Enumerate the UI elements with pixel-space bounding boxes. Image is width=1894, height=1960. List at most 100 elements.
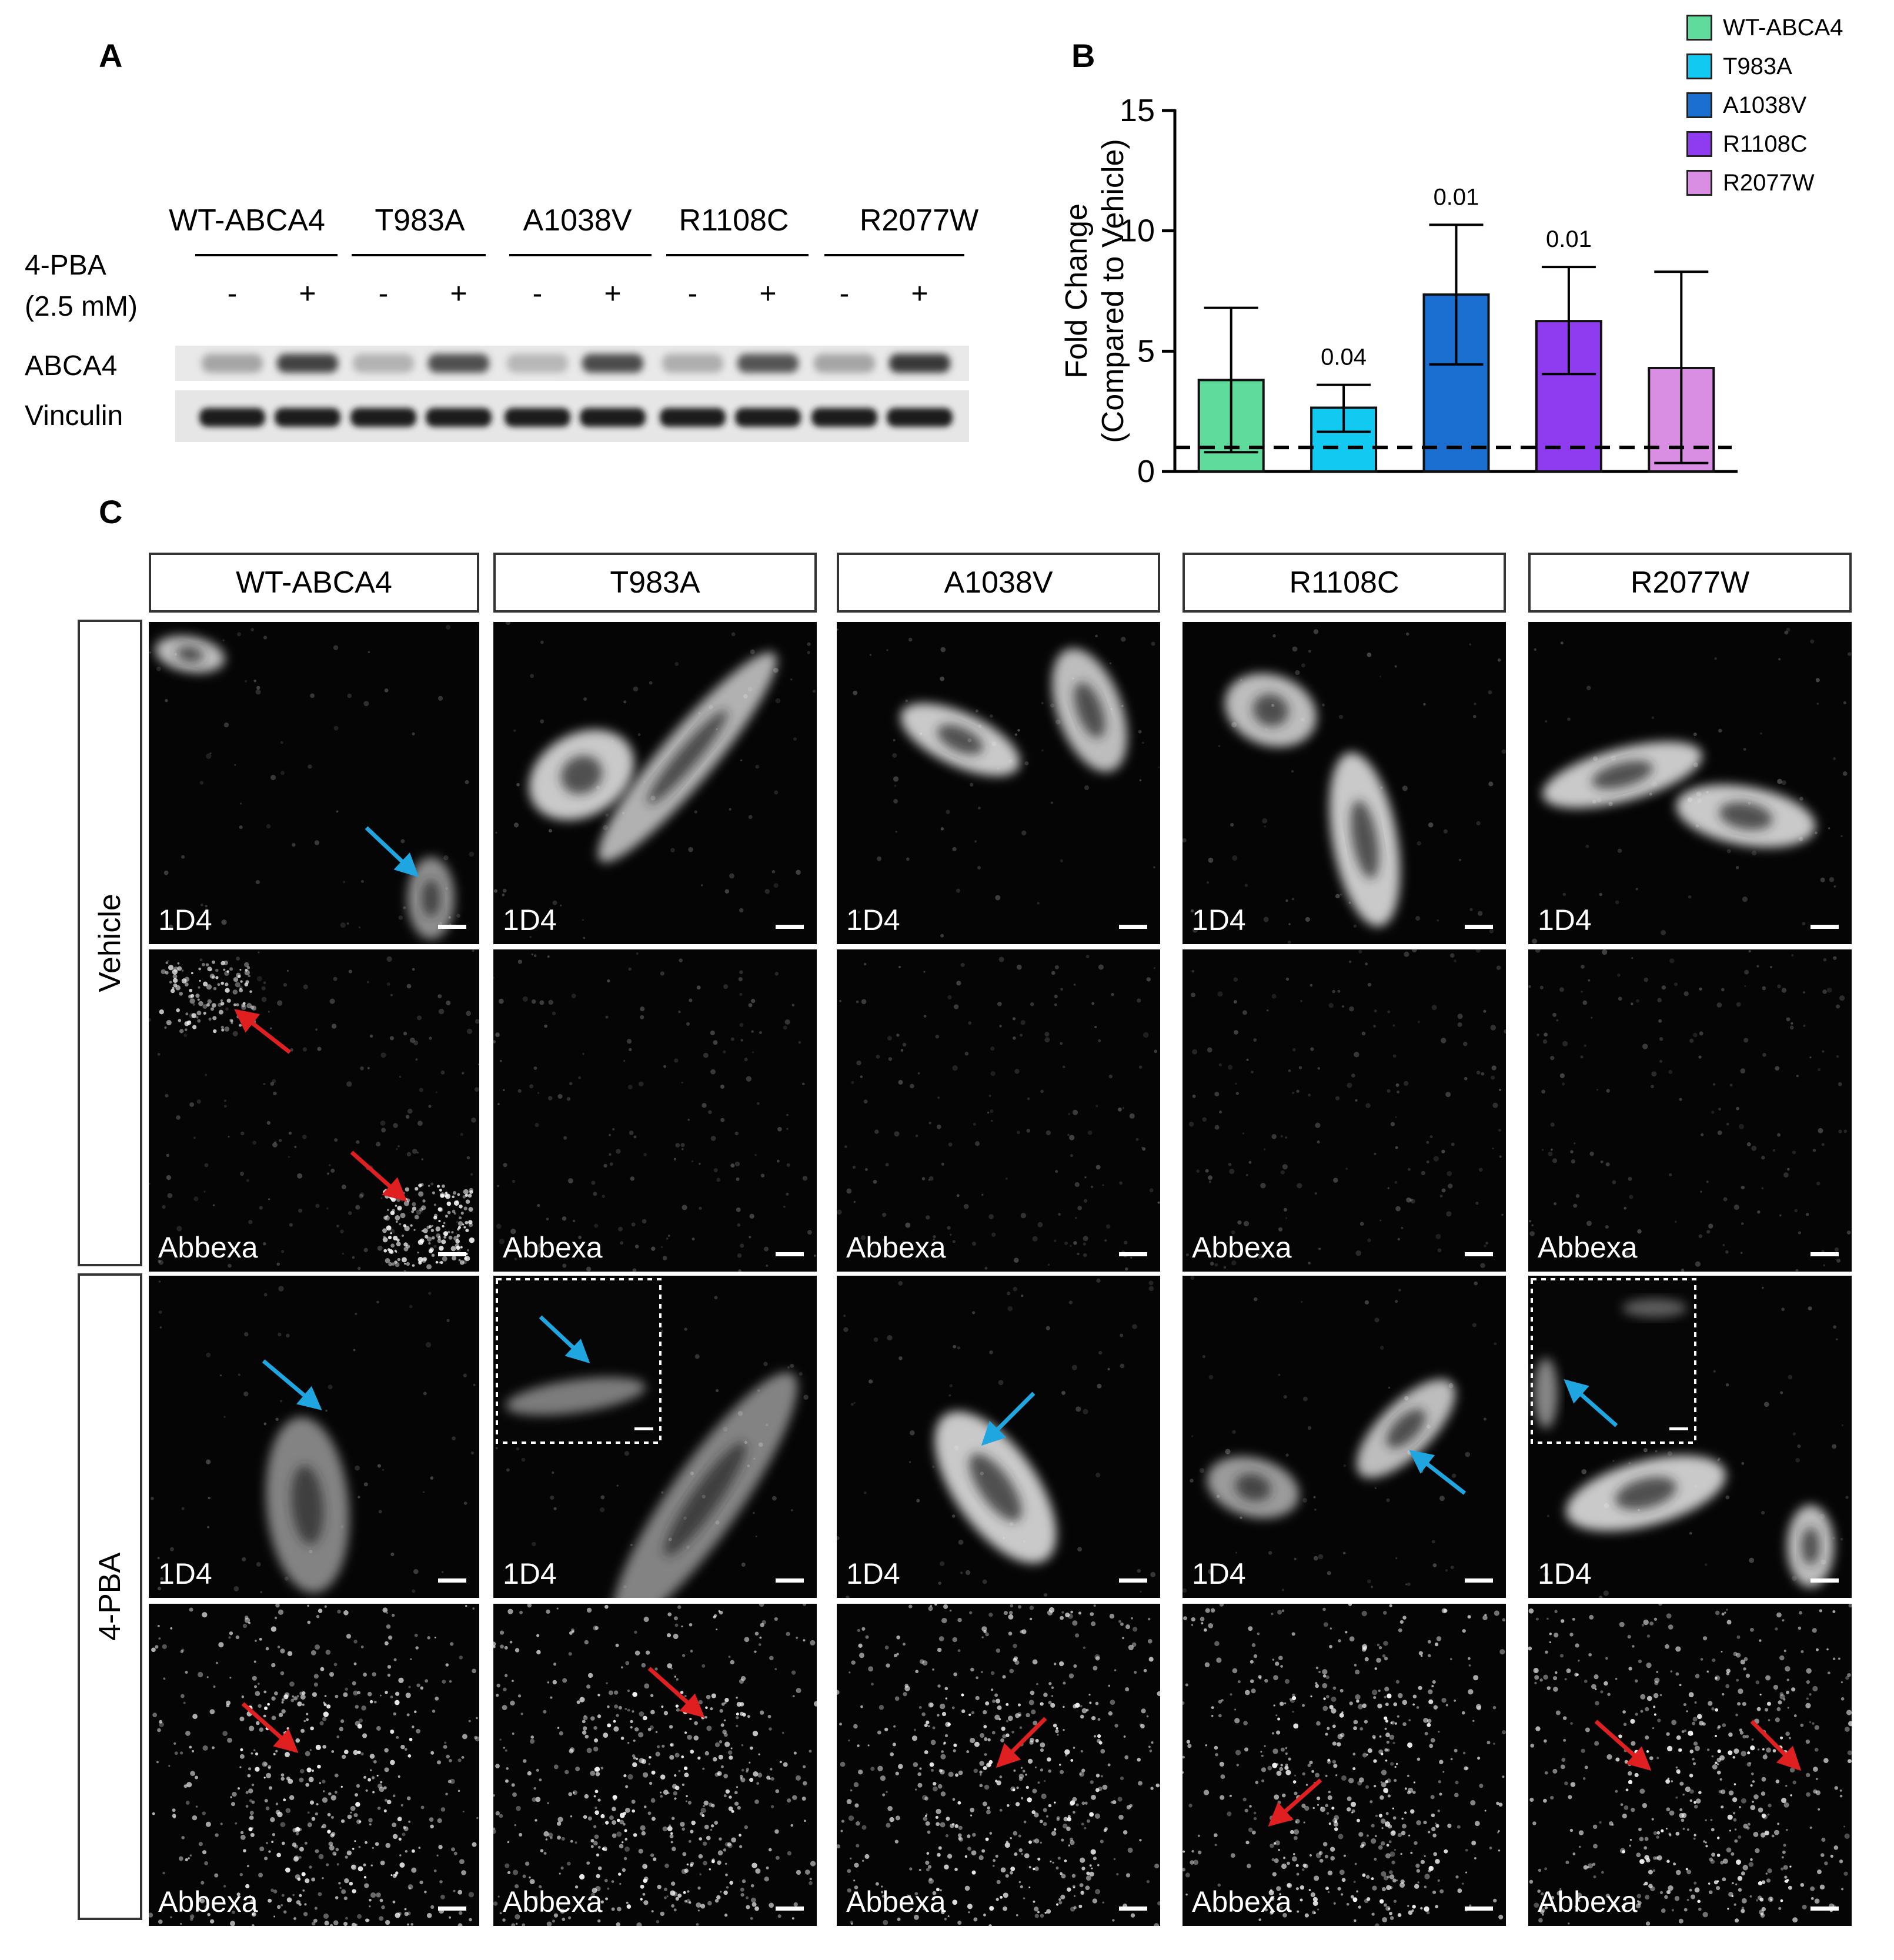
western-group-underline xyxy=(195,254,338,256)
y-tick-label: 5 xyxy=(1137,333,1155,369)
stain-label: Abbexa xyxy=(503,1885,603,1918)
scale-bar xyxy=(438,1578,466,1583)
scale-bar xyxy=(1119,1907,1147,1911)
scale-bar xyxy=(1119,1252,1147,1256)
tile-1d4: 1D4 xyxy=(149,622,479,944)
micrograph xyxy=(837,1604,1160,1926)
micrograph xyxy=(837,628,1160,938)
legend-label: R1108C xyxy=(1723,131,1808,157)
tile-abbexa: Abbexa xyxy=(837,1604,1160,1926)
western-group-label: T983A xyxy=(375,203,465,238)
scale-bar xyxy=(1811,1907,1839,1911)
stain-label: Abbexa xyxy=(158,1885,258,1918)
p-value-label: 0.01 xyxy=(1546,226,1592,252)
tile-abbexa: Abbexa xyxy=(149,1604,479,1926)
scale-bar xyxy=(1811,1578,1839,1583)
band-label-vinculin: Vinculin xyxy=(25,400,123,432)
legend-label: A1038V xyxy=(1723,92,1807,118)
tile-1d4: 1D4 xyxy=(1528,622,1852,944)
scale-bar xyxy=(1465,1578,1493,1583)
lane-sign: + xyxy=(450,277,467,310)
scale-bar xyxy=(1465,1907,1493,1911)
stain-label: 1D4 xyxy=(846,1557,900,1590)
western-group-label: WT-ABCA4 xyxy=(169,203,325,238)
micrograph xyxy=(1183,1604,1506,1926)
legend-item: R1108C xyxy=(1686,129,1808,159)
tile-1d4: 1D4 xyxy=(1528,1276,1852,1598)
stain-label: Abbexa xyxy=(846,1231,946,1264)
tile-abbexa: Abbexa xyxy=(1528,1604,1852,1926)
column-header: T983A xyxy=(493,553,817,613)
legend-swatch xyxy=(1686,170,1712,196)
stain-label: 1D4 xyxy=(158,904,212,936)
legend-item: R2077W xyxy=(1686,168,1815,198)
stain-label: Abbexa xyxy=(1538,1885,1638,1918)
micrograph xyxy=(1528,1604,1852,1926)
legend-swatch xyxy=(1686,15,1712,41)
scale-bar xyxy=(1465,925,1493,929)
scale-bar xyxy=(776,1252,804,1256)
tile-1d4: 1D4 xyxy=(837,1276,1160,1598)
column-header: WT-ABCA4 xyxy=(149,553,479,613)
treatment-concentration: (2.5 mM) xyxy=(25,291,138,322)
scale-bar xyxy=(1465,1252,1493,1256)
tile-abbexa: Abbexa xyxy=(1183,1604,1506,1926)
panel-a-letter: A xyxy=(99,37,123,74)
tile-1d4: 1D4 xyxy=(837,622,1160,944)
scale-bar xyxy=(1811,1252,1839,1256)
western-group-underline xyxy=(666,254,809,256)
y-tick-label: 0 xyxy=(1137,454,1155,489)
stain-label: 1D4 xyxy=(1538,1557,1592,1590)
chart-legend: WT-ABCA4 T983A A1038V R1108C R2077W xyxy=(1686,13,1892,213)
scale-bar xyxy=(438,1252,466,1256)
row-header-label: 4-PBA xyxy=(93,1552,127,1641)
legend-swatch xyxy=(1686,53,1712,79)
tile-1d4: 1D4 xyxy=(149,1276,479,1598)
treatment-label: 4-PBA xyxy=(25,250,106,281)
fold-change-bar-chart: 0 5 10 15 Fold Change (Compared to Vehicle) 0.… xyxy=(1060,93,1738,489)
scale-bar xyxy=(776,1907,804,1911)
stain-label: Abbexa xyxy=(158,1231,258,1264)
western-blot-vinculin xyxy=(175,390,969,442)
stain-label: Abbexa xyxy=(1538,1231,1638,1264)
y-axis-label-sub: (Compared to Vehicle) xyxy=(1096,139,1130,443)
p-value-label: 0.01 xyxy=(1434,184,1479,210)
stain-label: 1D4 xyxy=(1192,1557,1246,1590)
stain-label: Abbexa xyxy=(1192,1231,1292,1264)
micrograph xyxy=(493,952,816,1272)
column-header: A1038V xyxy=(837,553,1160,613)
lane-sign: + xyxy=(299,277,316,310)
tile-1d4: 1D4 xyxy=(493,1276,817,1598)
legend-item: A1038V xyxy=(1686,91,1806,120)
row-header: Vehicle xyxy=(78,620,142,1266)
stain-label: 1D4 xyxy=(503,904,557,936)
legend-label: R2077W xyxy=(1723,169,1815,196)
legend-item: T983A xyxy=(1686,52,1792,81)
lane-sign: + xyxy=(911,277,928,310)
tile-abbexa: Abbexa xyxy=(149,949,479,1272)
micrograph xyxy=(495,1278,809,1598)
y-axis-label: Fold Change xyxy=(1060,203,1094,379)
tile-abbexa: Abbexa xyxy=(837,949,1160,1272)
legend-label: WT-ABCA4 xyxy=(1723,14,1843,41)
legend-swatch xyxy=(1686,92,1712,118)
lane-sign: - xyxy=(687,277,698,310)
scale-bar xyxy=(438,925,466,929)
lane-sign: - xyxy=(227,277,238,310)
micrograph xyxy=(149,1604,479,1926)
stain-label: 1D4 xyxy=(503,1557,557,1590)
western-group-underline xyxy=(352,254,486,256)
micrograph xyxy=(1186,949,1506,1269)
micrograph xyxy=(149,949,479,1272)
lane-sign: - xyxy=(839,277,850,310)
scale-bar xyxy=(776,1578,804,1583)
micrograph xyxy=(149,624,475,939)
lane-sign: - xyxy=(532,277,543,310)
micrograph xyxy=(493,622,816,939)
micrograph xyxy=(1531,1278,1849,1598)
tile-1d4: 1D4 xyxy=(493,622,817,944)
tile-1d4: 1D4 xyxy=(1183,622,1506,944)
panel-b-letter: B xyxy=(1071,37,1095,74)
lane-sign: + xyxy=(759,277,777,310)
stain-label: 1D4 xyxy=(1192,904,1246,936)
